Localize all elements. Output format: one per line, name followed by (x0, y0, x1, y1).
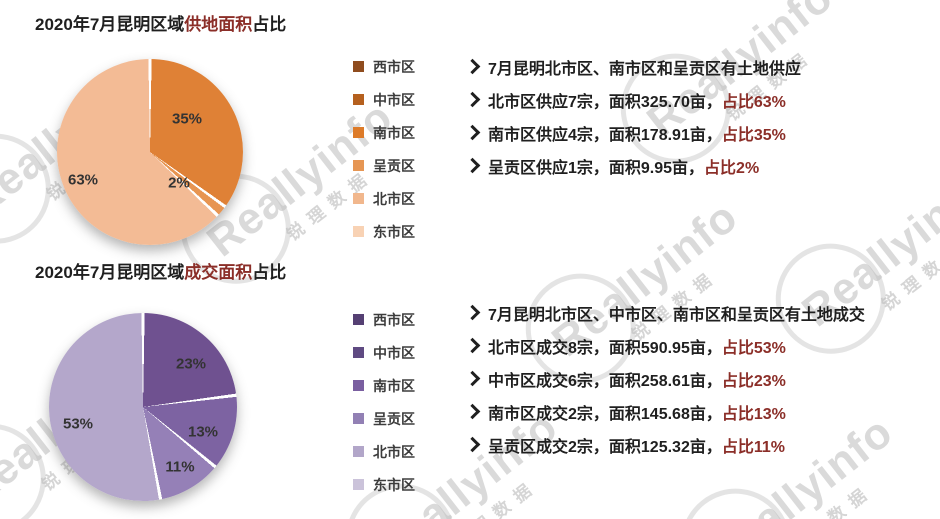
pie-1-slice-label: 11% (165, 458, 195, 476)
watermark-ring-icon (658, 466, 813, 519)
legend-item: 南市区 (353, 369, 415, 402)
bullet-arrow-icon (464, 403, 481, 420)
bullet-arrow-icon (464, 337, 481, 354)
bullet-arrow-icon (464, 91, 481, 108)
legend-item: 呈贡区 (353, 149, 415, 182)
supply-title-highlight: 供地面积 (184, 15, 253, 34)
bullet-percent-highlight: 占比53% (721, 339, 786, 357)
legend-swatch-icon (353, 160, 364, 171)
legend-swatch-icon (353, 413, 364, 424)
bullet-percent-highlight: 占比35% (721, 126, 786, 144)
bullet-item: 北市区供应7宗，面积325.70亩，占比63% (464, 83, 801, 116)
bullet-item: 北市区成交8宗，面积590.95亩，占比53% (464, 329, 865, 362)
bullet-text: 北市区供应7宗，面积325.70亩，占比63% (488, 93, 786, 111)
bullet-text: 呈贡区成交2宗，面积125.32亩，占比11% (488, 438, 785, 456)
legend-label: 南市区 (373, 124, 415, 141)
legend-label: 东市区 (373, 223, 415, 240)
bullet-arrow-icon (464, 157, 481, 174)
legend-swatch-icon (353, 314, 364, 325)
bullet-percent-highlight: 占比11% (721, 438, 785, 456)
legend-label: 西市区 (373, 58, 415, 75)
pie-1-slice-label: 13% (187, 423, 219, 441)
legend-0: 西市区中市区南市区呈贡区北市区东市区 (353, 50, 415, 248)
bullet-arrow-icon (464, 58, 481, 75)
legend-label: 中市区 (373, 344, 415, 361)
bullet-item: 7月昆明北市区、中市区、南市区和呈贡区有土地成交 (464, 296, 865, 329)
bullet-percent-highlight: 占比2% (704, 159, 760, 177)
pie-0-slice-label: 2% (168, 174, 190, 192)
pie-1-slice-label: 53% (62, 415, 94, 433)
legend-item: 北市区 (353, 435, 415, 468)
legend-swatch-icon (353, 94, 364, 105)
bullet-text: 7月昆明北市区、中市区、南市区和呈贡区有土地成交 (488, 306, 865, 324)
pie-chart-0: 35% 2% 63% (57, 59, 243, 245)
supply-title-prefix: 2020年7月昆明区域 (35, 15, 185, 34)
pie-0-slice-label: 63% (67, 171, 99, 189)
bullet-text: 南市区成交2宗，面积145.68亩，占比13% (488, 405, 786, 423)
legend-label: 呈贡区 (373, 410, 415, 427)
legend-label: 呈贡区 (373, 157, 415, 174)
legend-swatch-icon (353, 380, 364, 391)
bullet-text: 呈贡区供应1宗，面积9.95亩，占比2% (488, 159, 760, 177)
legend-swatch-icon (353, 479, 364, 490)
legend-1: 西市区中市区南市区呈贡区北市区东市区 (353, 303, 415, 501)
legend-label: 西市区 (373, 311, 415, 328)
bullet-item: 南市区供应4宗，面积178.91亩，占比35% (464, 116, 801, 149)
legend-swatch-icon (353, 61, 364, 72)
legend-swatch-icon (353, 347, 364, 358)
transaction-chart-title: 2020年7月昆明区域成交面积占比 (35, 258, 286, 283)
legend-swatch-icon (353, 226, 364, 237)
pie-1-slice-label: 23% (175, 355, 207, 373)
legend-item: 东市区 (353, 215, 415, 248)
bullet-arrow-icon (464, 124, 481, 141)
legend-label: 东市区 (373, 476, 415, 493)
bullet-arrow-icon (464, 370, 481, 387)
bullet-text: 北市区成交8宗，面积590.95亩，占比53% (488, 339, 786, 357)
legend-swatch-icon (353, 193, 364, 204)
legend-item: 呈贡区 (353, 402, 415, 435)
legend-label: 北市区 (373, 443, 415, 460)
legend-item: 北市区 (353, 182, 415, 215)
watermark-brand-cn: 锐理数据 (878, 235, 940, 315)
bullet-percent-highlight: 占比13% (721, 405, 786, 423)
legend-label: 北市区 (373, 190, 415, 207)
bullet-item: 南市区成交2宗，面积145.68亩，占比13% (464, 395, 865, 428)
supply-chart-title: 2020年7月昆明区域供地面积占比 (35, 10, 286, 35)
legend-item: 西市区 (353, 50, 415, 83)
legend-item: 中市区 (353, 336, 415, 369)
bullets-0: 7月昆明北市区、南市区和呈贡区有土地供应 北市区供应7宗，面积325.70亩，占比… (464, 50, 801, 182)
pie-0-slice-label: 35% (171, 110, 203, 128)
bullet-item: 7月昆明北市区、南市区和呈贡区有土地供应 (464, 50, 801, 83)
legend-item: 中市区 (353, 83, 415, 116)
bullet-item: 中市区成交6宗，面积258.61亩，占比23% (464, 362, 865, 395)
bullet-percent-highlight: 占比63% (721, 93, 786, 111)
bullet-text: 7月昆明北市区、南市区和呈贡区有土地供应 (488, 60, 801, 78)
bullet-text: 中市区成交6宗，面积258.61亩，占比23% (488, 372, 786, 390)
bullet-arrow-icon (464, 436, 481, 453)
legend-label: 南市区 (373, 377, 415, 394)
bullet-item: 呈贡区成交2宗，面积125.32亩，占比11% (464, 428, 865, 461)
legend-swatch-icon (353, 127, 364, 138)
supply-title-suffix: 占比 (252, 15, 287, 34)
legend-item: 东市区 (353, 468, 415, 501)
legend-item: 西市区 (353, 303, 415, 336)
legend-swatch-icon (353, 446, 364, 457)
bullet-percent-highlight: 占比23% (721, 372, 786, 390)
bullet-text: 南市区供应4宗，面积178.91亩，占比35% (488, 126, 786, 144)
bullet-arrow-icon (464, 304, 481, 321)
legend-label: 中市区 (373, 91, 415, 108)
transaction-title-prefix: 2020年7月昆明区域 (35, 263, 185, 282)
transaction-title-highlight: 成交面积 (184, 263, 253, 282)
transaction-title-suffix: 占比 (252, 263, 287, 282)
legend-item: 南市区 (353, 116, 415, 149)
bullets-1: 7月昆明北市区、中市区、南市区和呈贡区有土地成交 北市区成交8宗，面积590.95… (464, 296, 865, 461)
bullet-item: 呈贡区供应1宗，面积9.95亩，占比2% (464, 149, 801, 182)
pie-chart-1: 23% 13% 11% 53% (49, 313, 237, 501)
